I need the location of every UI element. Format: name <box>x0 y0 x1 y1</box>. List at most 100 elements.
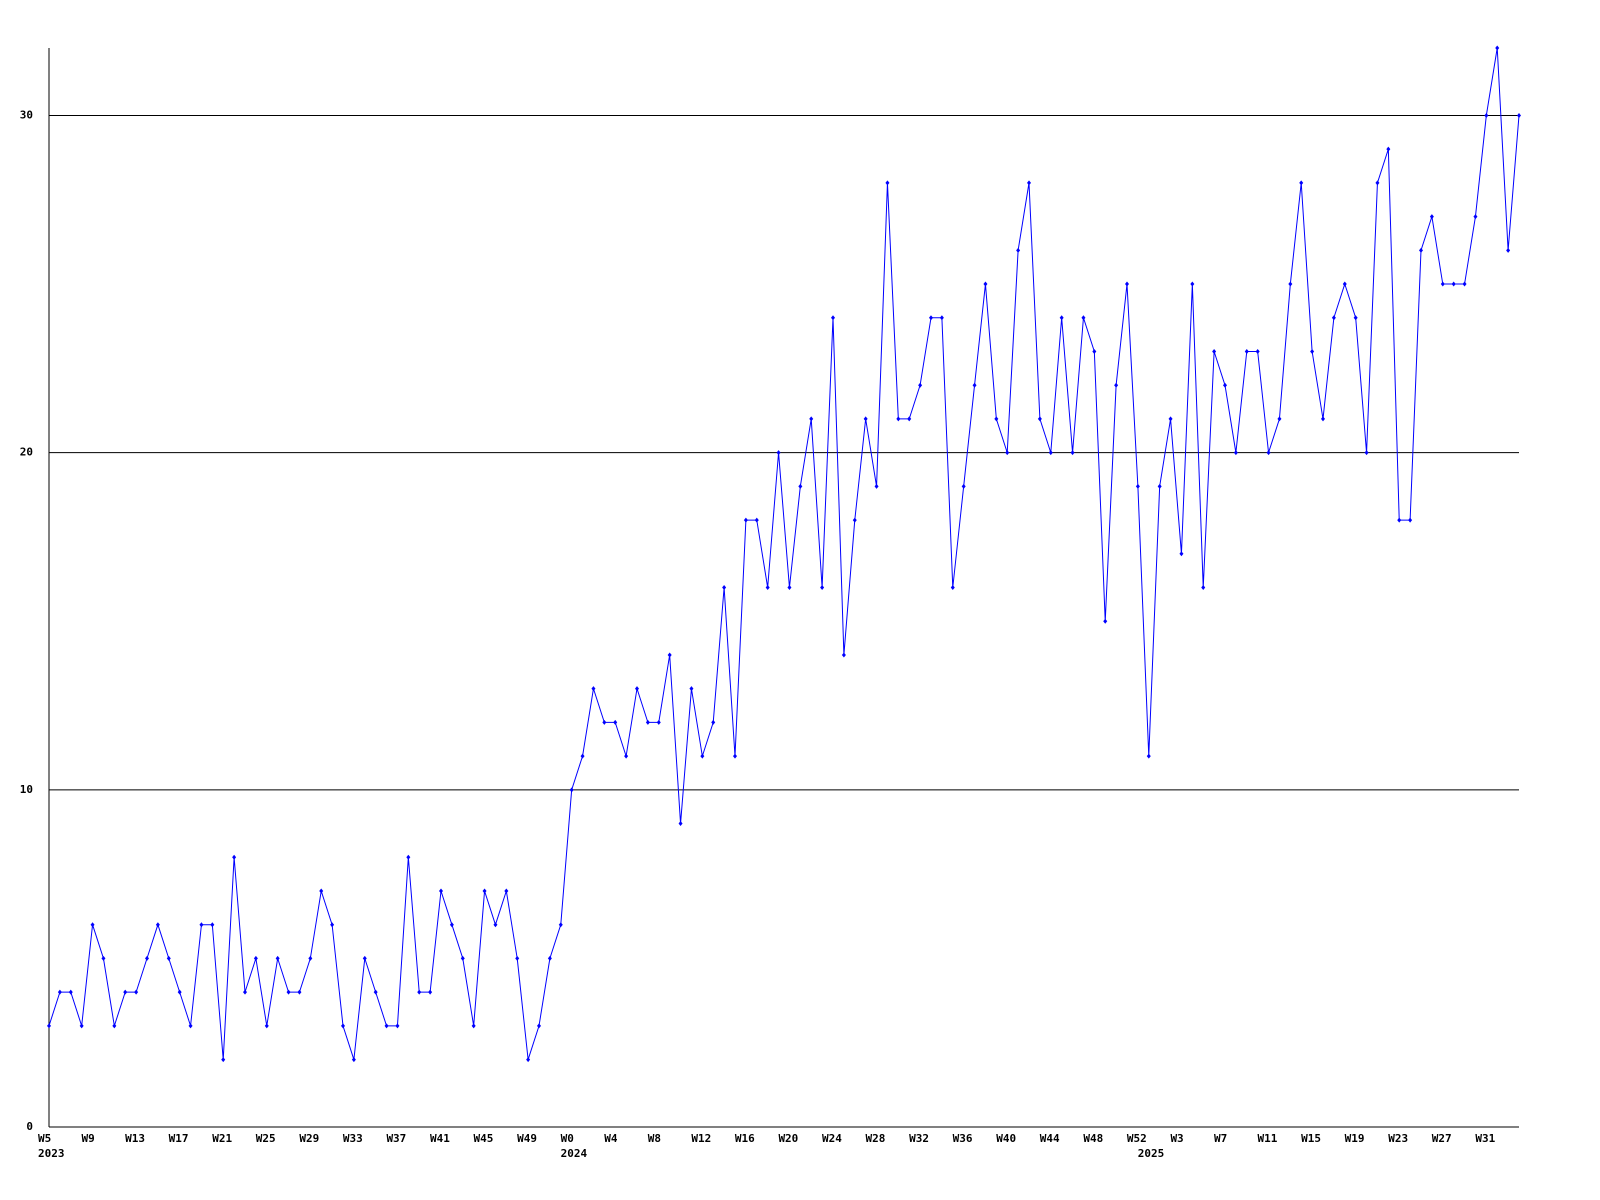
data-point <box>1342 281 1347 287</box>
data-point <box>765 585 770 590</box>
data-point <box>1451 281 1456 287</box>
x-tick-label: W41 <box>430 1132 450 1145</box>
x-tick-label: W5 <box>38 1132 51 1145</box>
x-tick-label: W25 <box>256 1132 276 1145</box>
data-point <box>537 1023 541 1029</box>
data-line <box>48 47 1520 1060</box>
data-point <box>820 585 825 590</box>
data-point <box>90 922 95 928</box>
x-tick-label: W32 <box>909 1132 929 1145</box>
data-point <box>493 922 498 928</box>
data-point <box>1048 450 1053 456</box>
data-point <box>68 989 73 995</box>
data-point <box>798 483 803 489</box>
x-year-label: 2025 <box>1138 1147 1165 1160</box>
x-tick-label: W15 <box>1301 1132 1321 1145</box>
x-tick-label: W40 <box>996 1132 1016 1145</box>
data-point <box>1016 247 1021 253</box>
data-point <box>972 382 977 388</box>
data-point <box>362 955 367 961</box>
data-point <box>1135 483 1140 489</box>
data-point <box>1223 382 1227 388</box>
data-point <box>330 922 335 928</box>
data-point <box>188 1023 193 1029</box>
data-point <box>656 719 661 725</box>
y-tick-label: 10 <box>20 783 33 796</box>
data-point <box>896 416 901 422</box>
x-tick-label: W17 <box>169 1132 189 1145</box>
data-point <box>166 955 171 961</box>
data-point <box>1506 247 1511 253</box>
data-point <box>1440 281 1445 287</box>
data-point <box>1408 517 1413 523</box>
data-point <box>297 989 302 995</box>
data-point <box>384 1023 389 1029</box>
x-tick-label: W52 <box>1127 1132 1147 1145</box>
data-point <box>57 989 62 995</box>
data-point <box>1299 180 1304 186</box>
data-point <box>406 854 411 860</box>
data-point <box>79 1023 84 1029</box>
data-point <box>526 1057 531 1063</box>
data-point <box>1375 180 1380 186</box>
x-tick-label: W7 <box>1214 1132 1227 1145</box>
data-point <box>994 416 999 422</box>
data-point <box>471 1023 476 1029</box>
data-point <box>1473 214 1478 220</box>
data-point <box>1070 450 1075 456</box>
x-tick-label: W31 <box>1475 1132 1495 1145</box>
data-point <box>221 1057 226 1063</box>
data-point <box>155 922 160 928</box>
x-tick-label: W19 <box>1345 1132 1365 1145</box>
data-point <box>1114 382 1119 388</box>
data-point <box>177 989 182 995</box>
data-point <box>852 517 857 523</box>
data-point <box>1092 348 1097 354</box>
data-point <box>439 888 443 894</box>
data-point <box>243 989 247 995</box>
data-point <box>460 955 465 961</box>
data-point <box>1397 517 1402 523</box>
data-point <box>776 450 781 456</box>
data-point <box>308 955 313 961</box>
data-point <box>645 719 650 725</box>
data-point <box>743 517 748 523</box>
x-tick-label: W3 <box>1170 1132 1183 1145</box>
x-year-label: 2024 <box>561 1147 588 1160</box>
data-point <box>624 753 629 759</box>
data-point <box>1310 348 1315 354</box>
data-point <box>907 416 912 422</box>
data-point <box>253 955 258 961</box>
data-point <box>264 1023 269 1029</box>
x-tick-label: W33 <box>343 1132 363 1145</box>
data-point <box>1429 214 1434 220</box>
data-point <box>1331 315 1336 321</box>
data-point <box>134 989 139 995</box>
x-tick-label: W0 <box>561 1132 574 1145</box>
data-point <box>1037 416 1042 422</box>
data-point <box>1484 112 1489 118</box>
data-point <box>417 989 422 995</box>
data-point <box>1419 247 1423 253</box>
data-point <box>1059 315 1064 321</box>
data-point <box>863 416 868 422</box>
data-point <box>689 686 694 692</box>
data-point <box>939 315 944 321</box>
y-tick-label: 20 <box>20 446 33 459</box>
data-point <box>1288 281 1293 287</box>
data-point <box>319 888 324 894</box>
data-point <box>1157 483 1162 489</box>
x-tick-label: W13 <box>125 1132 145 1145</box>
data-point <box>591 686 596 692</box>
data-point <box>1081 315 1086 321</box>
data-point <box>983 281 988 287</box>
data-point <box>809 416 814 422</box>
x-tick-label: W28 <box>866 1132 886 1145</box>
data-point <box>145 955 149 961</box>
data-point <box>395 1023 400 1029</box>
data-point <box>47 1023 51 1029</box>
data-point <box>515 955 520 961</box>
x-tick-label: W4 <box>604 1132 618 1145</box>
x-tick-label: W45 <box>474 1132 494 1145</box>
